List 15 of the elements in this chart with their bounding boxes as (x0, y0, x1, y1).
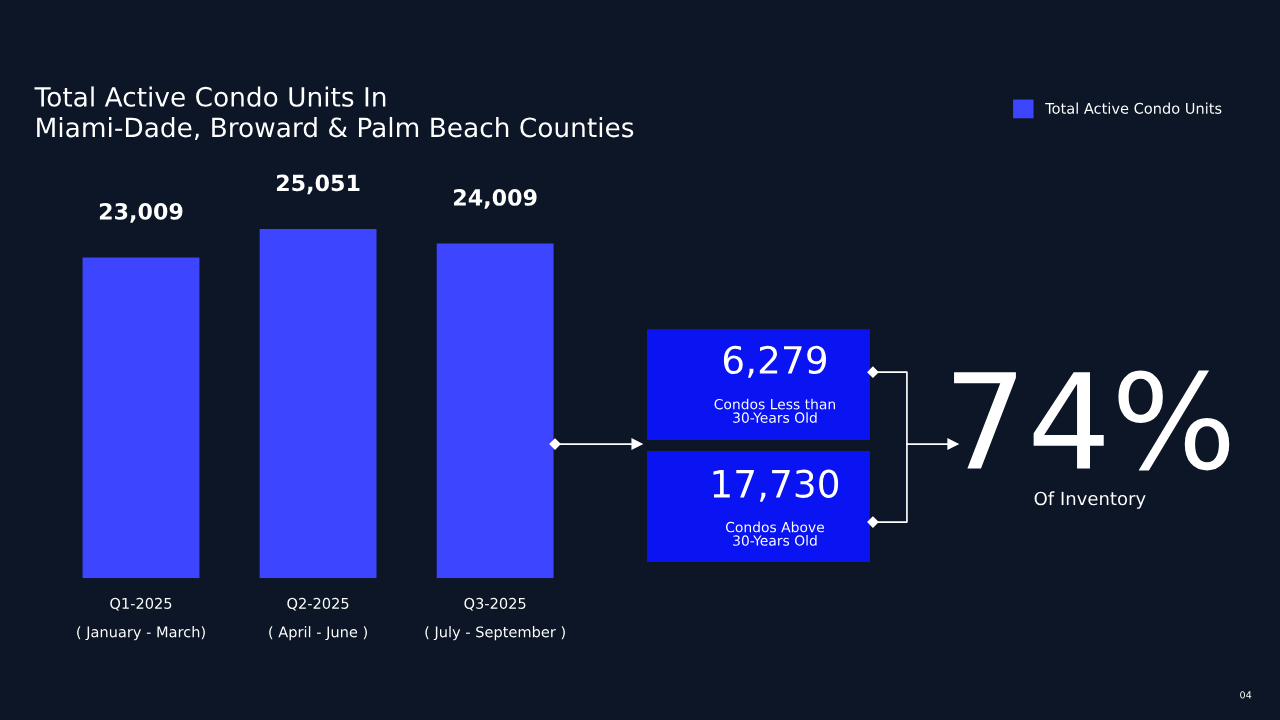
data-label: 23,009 (99, 202, 183, 223)
x-tick-label: Q2-2025 ( April - June ) (269, 597, 367, 641)
x-tick-label: Q1-2025 ( January - March) (77, 597, 205, 641)
text: Condos Less than 30-Years Old (714, 398, 836, 423)
text: 74% (954, 370, 1230, 471)
text: 6,279 (723, 345, 826, 378)
data-label: 24,009 (454, 189, 537, 209)
text: 04 (1240, 691, 1252, 699)
text: Condos Above 30-Years Old (725, 521, 824, 546)
legend-label: Total Active Condo Units (1045, 102, 1222, 114)
data-label: 25,051 (276, 174, 360, 195)
x-tick-label: Q3-2025 ( July - September ) (425, 597, 565, 641)
text: Of Inventory (1034, 491, 1146, 509)
text: 17,730 (713, 469, 839, 502)
chart-title: Total Active Condo Units In Miami-Dade, Broward & Palm Beach Counties (34, 86, 634, 141)
